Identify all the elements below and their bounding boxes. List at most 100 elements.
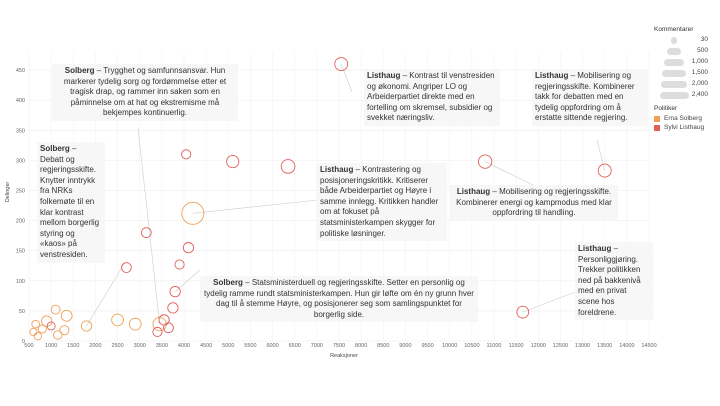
y-tick-label: 400 xyxy=(16,98,25,104)
size-legend-item: 2,400 xyxy=(654,90,716,101)
point-erna-solberg xyxy=(31,319,40,329)
point-erna-solberg xyxy=(37,324,47,334)
x-tick-label: 10500 xyxy=(464,343,479,349)
point-sylvi-listhaug xyxy=(182,242,195,254)
annotation-connector xyxy=(340,63,353,93)
point-erna-solberg xyxy=(33,331,43,341)
color-legend-label: Sylvi Listhaug xyxy=(664,124,705,131)
annotation-connector xyxy=(596,139,606,171)
x-tick-label: 7500 xyxy=(333,343,345,349)
point-erna-solberg xyxy=(60,309,73,322)
size-legend-swatch xyxy=(666,47,682,55)
x-tick-label: 14500 xyxy=(641,343,656,349)
point-sylvi-listhaug xyxy=(167,302,179,314)
y-tick-label: 0 xyxy=(22,339,25,345)
size-legend-title: Kommentarer xyxy=(654,26,694,33)
point-sylvi-listhaug xyxy=(181,149,192,160)
x-tick-label: 6000 xyxy=(266,343,278,349)
annotation-connectors xyxy=(86,63,606,327)
size-legend-label: 1,000 xyxy=(691,58,708,65)
x-tick-label: 4500 xyxy=(200,343,212,349)
size-legend-item: 30 xyxy=(654,35,716,46)
annotation-connector xyxy=(137,127,160,325)
size-legend-label: 30 xyxy=(700,36,708,43)
y-tick-label: 250 xyxy=(16,188,25,194)
x-tick-label: 5500 xyxy=(244,343,256,349)
point-sylvi-listhaug xyxy=(169,285,181,298)
x-tick-label: 1000 xyxy=(45,343,57,349)
size-legend-swatch xyxy=(671,36,677,44)
point-sylvi-listhaug xyxy=(478,154,493,169)
x-tick-label: 3000 xyxy=(134,343,146,349)
point-sylvi-listhaug xyxy=(516,305,530,319)
size-legend-swatch xyxy=(659,91,689,99)
point-erna-solberg xyxy=(59,325,70,336)
color-legend-swatch xyxy=(654,124,660,131)
size-legend-item: 1,000 xyxy=(654,57,716,68)
x-tick-label: 7000 xyxy=(311,343,323,349)
annotation-connector xyxy=(522,291,576,313)
size-legend-swatch xyxy=(664,58,684,66)
size-legend-item: 1,500 xyxy=(654,68,716,79)
point-sylvi-listhaug xyxy=(174,259,185,270)
annotation-solberg-trygghet: Solberg – Trygghet og samfunnsansvar. Hu… xyxy=(52,64,238,121)
annotation-connector xyxy=(192,199,319,214)
x-tick-label: 9500 xyxy=(421,343,433,349)
legend: Kommentarer 30 500 1,000 1,500 2,000 2,400 Po… xyxy=(654,26,716,132)
point-sylvi-listhaug xyxy=(152,326,163,338)
point-sylvi-listhaug xyxy=(141,227,152,238)
x-tick-label: 9000 xyxy=(399,343,411,349)
x-tick-label: 11500 xyxy=(509,343,524,349)
point-erna-solberg xyxy=(111,313,124,327)
x-tick-label: 10000 xyxy=(442,343,457,349)
size-legend-item: 500 xyxy=(654,46,716,57)
size-legend-label: 500 xyxy=(697,47,708,54)
y-tick-label: 100 xyxy=(16,279,25,285)
x-tick-label: 11000 xyxy=(487,343,502,349)
x-tick-label: 3500 xyxy=(156,343,168,349)
point-sylvi-listhaug xyxy=(46,321,56,331)
y-tick-label: 350 xyxy=(16,128,25,134)
point-sylvi-listhaug xyxy=(121,262,132,273)
point-erna-solberg xyxy=(181,201,205,225)
point-erna-solberg xyxy=(29,327,38,337)
x-tick-label: 14000 xyxy=(619,343,634,349)
color-legend: Erna Solberg Sylvi Listhaug xyxy=(654,114,716,132)
color-legend-title: Politiker xyxy=(654,105,678,112)
x-tick-label: 12500 xyxy=(553,343,568,349)
annotation-listhaug-mobilisering-2: Listhaug – Mobilisering og regjeringsski… xyxy=(450,185,618,221)
annotation-listhaug-personliggjoring: Listhaug – Personliggjøring. Trekker pol… xyxy=(575,242,653,321)
x-tick-label: 8500 xyxy=(377,343,389,349)
annotation-connector xyxy=(86,263,125,327)
x-tick-label: 500 xyxy=(24,343,33,349)
y-tick-label: 150 xyxy=(16,249,25,255)
x-tick-label: 2000 xyxy=(89,343,101,349)
x-tick-label: 2500 xyxy=(111,343,123,349)
size-legend-swatch xyxy=(662,69,686,77)
x-tick-label: 4000 xyxy=(178,343,190,349)
x-tick-label: 8000 xyxy=(355,343,367,349)
x-tick-label: 1500 xyxy=(67,343,79,349)
y-tick-label: 300 xyxy=(16,158,25,164)
y-tick-label: 200 xyxy=(16,219,25,225)
x-tick-label: 13000 xyxy=(575,343,590,349)
point-erna-solberg xyxy=(41,315,53,327)
x-tick-label: 6500 xyxy=(289,343,301,349)
annotation-solberg-statsministerduell: Solberg – Statsministerduell og regjerin… xyxy=(200,276,478,323)
point-sylvi-listhaug xyxy=(334,57,349,71)
point-sylvi-listhaug xyxy=(280,159,296,174)
annotation-listhaug-kontrastering: Listhaug – Kontrastering og posisjonerin… xyxy=(317,163,447,242)
color-legend-item[interactable]: Erna Solberg xyxy=(654,114,716,123)
y-tick-label: 450 xyxy=(16,68,25,74)
size-legend-label: 2,000 xyxy=(691,80,708,87)
point-sylvi-listhaug xyxy=(226,155,240,169)
annotation-listhaug-kontrast: Listhaug – Kontrast til venstresiden og … xyxy=(364,69,500,126)
point-sylvi-listhaug xyxy=(597,163,612,178)
point-erna-solberg xyxy=(128,317,142,331)
x-axis-title: Reaksjoner xyxy=(330,353,358,359)
axes: Delinger Reaksjoner 0 50 100 150 200 250 300 35… xyxy=(5,68,657,359)
y-axis-title: Delinger xyxy=(5,182,11,203)
annotation-solberg-debatt: Solberg – Debatt og regjeringsskifte. Kn… xyxy=(37,142,105,263)
color-legend-item[interactable]: Sylvi Listhaug xyxy=(654,123,716,132)
size-legend: 30 500 1,000 1,500 2,000 2,400 xyxy=(654,35,716,101)
